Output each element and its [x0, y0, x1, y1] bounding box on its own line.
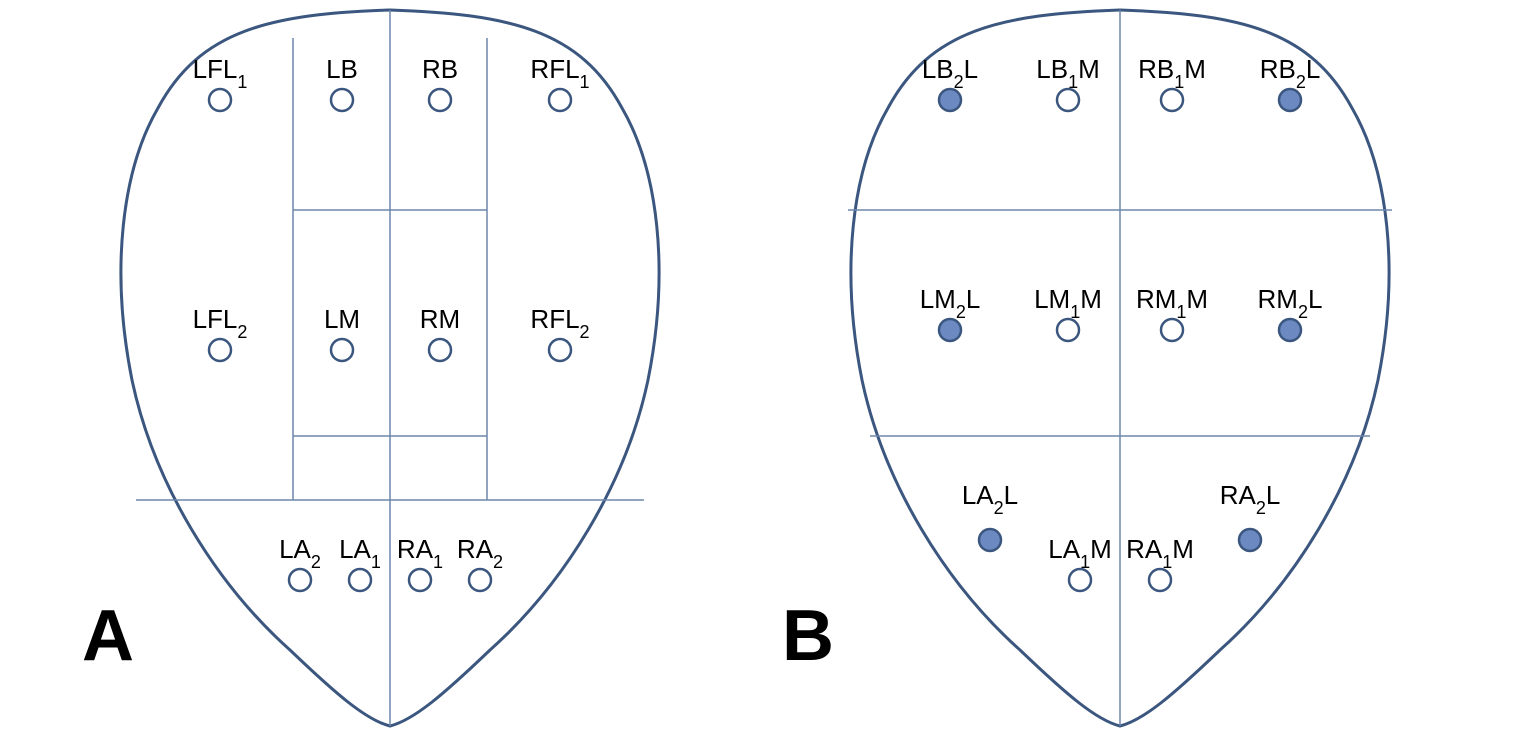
- node-rb-label: RB: [422, 54, 458, 84]
- panel-a: LFL1 LB RB RFL1 LFL2 LM RM RFL2 LA2 LA1 RA1 RA2: [121, 10, 659, 726]
- node-rm-marker: [429, 339, 451, 361]
- node-ra1m-marker: [1149, 569, 1171, 591]
- node-rb1m-label: RB1M: [1138, 54, 1206, 92]
- node-ra2l-label: RA2L: [1220, 480, 1281, 518]
- node-la1: LA1: [339, 534, 381, 591]
- node-rfl2: RFL2: [530, 304, 589, 361]
- node-lb1m-label: LB1M: [1036, 54, 1100, 92]
- node-rfl2-label: RFL2: [530, 304, 589, 342]
- node-rm-label: RM: [420, 304, 460, 334]
- node-la2l-label: LA2L: [962, 480, 1018, 518]
- node-ra2l-marker: [1239, 529, 1261, 551]
- node-ra2: RA2: [457, 534, 503, 591]
- node-ra2-label: RA2: [457, 534, 503, 572]
- node-rm1m: RM1M: [1136, 284, 1208, 341]
- node-lm2l: LM2L: [920, 284, 981, 341]
- node-rfl2-marker: [549, 339, 571, 361]
- node-rm1m-marker: [1161, 319, 1183, 341]
- node-lfl2-label: LFL2: [193, 304, 248, 342]
- node-lm2l-marker: [939, 319, 961, 341]
- node-rm2l: RM2L: [1258, 284, 1323, 341]
- node-ra1: RA1: [397, 534, 443, 591]
- node-rb1m-marker: [1161, 89, 1183, 111]
- node-la1m-marker: [1069, 569, 1091, 591]
- node-lb2l: LB2L: [922, 54, 978, 111]
- node-rb: RB: [422, 54, 458, 111]
- node-lfl1-label: LFL1: [193, 54, 248, 92]
- node-lm1m: LM1M: [1034, 284, 1102, 341]
- node-la2: LA2: [279, 534, 321, 591]
- node-rm1m-label: RM1M: [1136, 284, 1208, 322]
- node-lb-label: LB: [326, 54, 358, 84]
- node-lm-label: LM: [324, 304, 360, 334]
- node-ra2-marker: [469, 569, 491, 591]
- node-la2l-marker: [979, 529, 1001, 551]
- node-lb: LB: [326, 54, 358, 111]
- panel-b: LB2L LB1M RB1M RB2L LM2L LM1M RM1M RM2L LA2L LA1M…: [848, 10, 1392, 726]
- node-lfl2: LFL2: [193, 304, 248, 361]
- node-la2-marker: [289, 569, 311, 591]
- node-lb2l-label: LB2L: [922, 54, 978, 92]
- node-rb2l-marker: [1279, 89, 1301, 111]
- node-rfl1-marker: [549, 89, 571, 111]
- node-lm2l-label: LM2L: [920, 284, 981, 322]
- node-ra2l: RA2L: [1220, 480, 1281, 551]
- node-lb2l-marker: [939, 89, 961, 111]
- node-la1-marker: [349, 569, 371, 591]
- node-lm1m-marker: [1057, 319, 1079, 341]
- node-lm-marker: [331, 339, 353, 361]
- node-ra1m-label: RA1M: [1126, 534, 1194, 572]
- node-la2-label: LA2: [279, 534, 321, 572]
- node-lb1m-marker: [1057, 89, 1079, 111]
- node-rm2l-label: RM2L: [1258, 284, 1323, 322]
- node-rb-marker: [429, 89, 451, 111]
- node-ra1m: RA1M: [1126, 534, 1194, 591]
- node-rm: RM: [420, 304, 460, 361]
- node-rb2l-label: RB2L: [1260, 54, 1321, 92]
- node-lb-marker: [331, 89, 353, 111]
- node-ra1-marker: [409, 569, 431, 591]
- node-lfl2-marker: [209, 339, 231, 361]
- node-la1m: LA1M: [1048, 534, 1112, 591]
- node-rb2l: RB2L: [1260, 54, 1321, 111]
- node-la1m-label: LA1M: [1048, 534, 1112, 572]
- node-rfl1-label: RFL1: [530, 54, 589, 92]
- node-lfl1-marker: [209, 89, 231, 111]
- node-rfl1: RFL1: [530, 54, 589, 111]
- node-lb1m: LB1M: [1036, 54, 1100, 111]
- node-lm: LM: [324, 304, 360, 361]
- node-la2l: LA2L: [962, 480, 1018, 551]
- node-rm2l-marker: [1279, 319, 1301, 341]
- node-la1-label: LA1: [339, 534, 381, 572]
- panel-letter-b: B: [782, 596, 834, 676]
- diagram-stage: LFL1 LB RB RFL1 LFL2 LM RM RFL2 LA2 LA1 RA1 RA2 LB2L…: [0, 0, 1525, 752]
- panel-letter-a: A: [82, 596, 134, 676]
- node-rb1m: RB1M: [1138, 54, 1206, 111]
- node-ra1-label: RA1: [397, 534, 443, 572]
- node-lm1m-label: LM1M: [1034, 284, 1102, 322]
- node-lfl1: LFL1: [193, 54, 248, 111]
